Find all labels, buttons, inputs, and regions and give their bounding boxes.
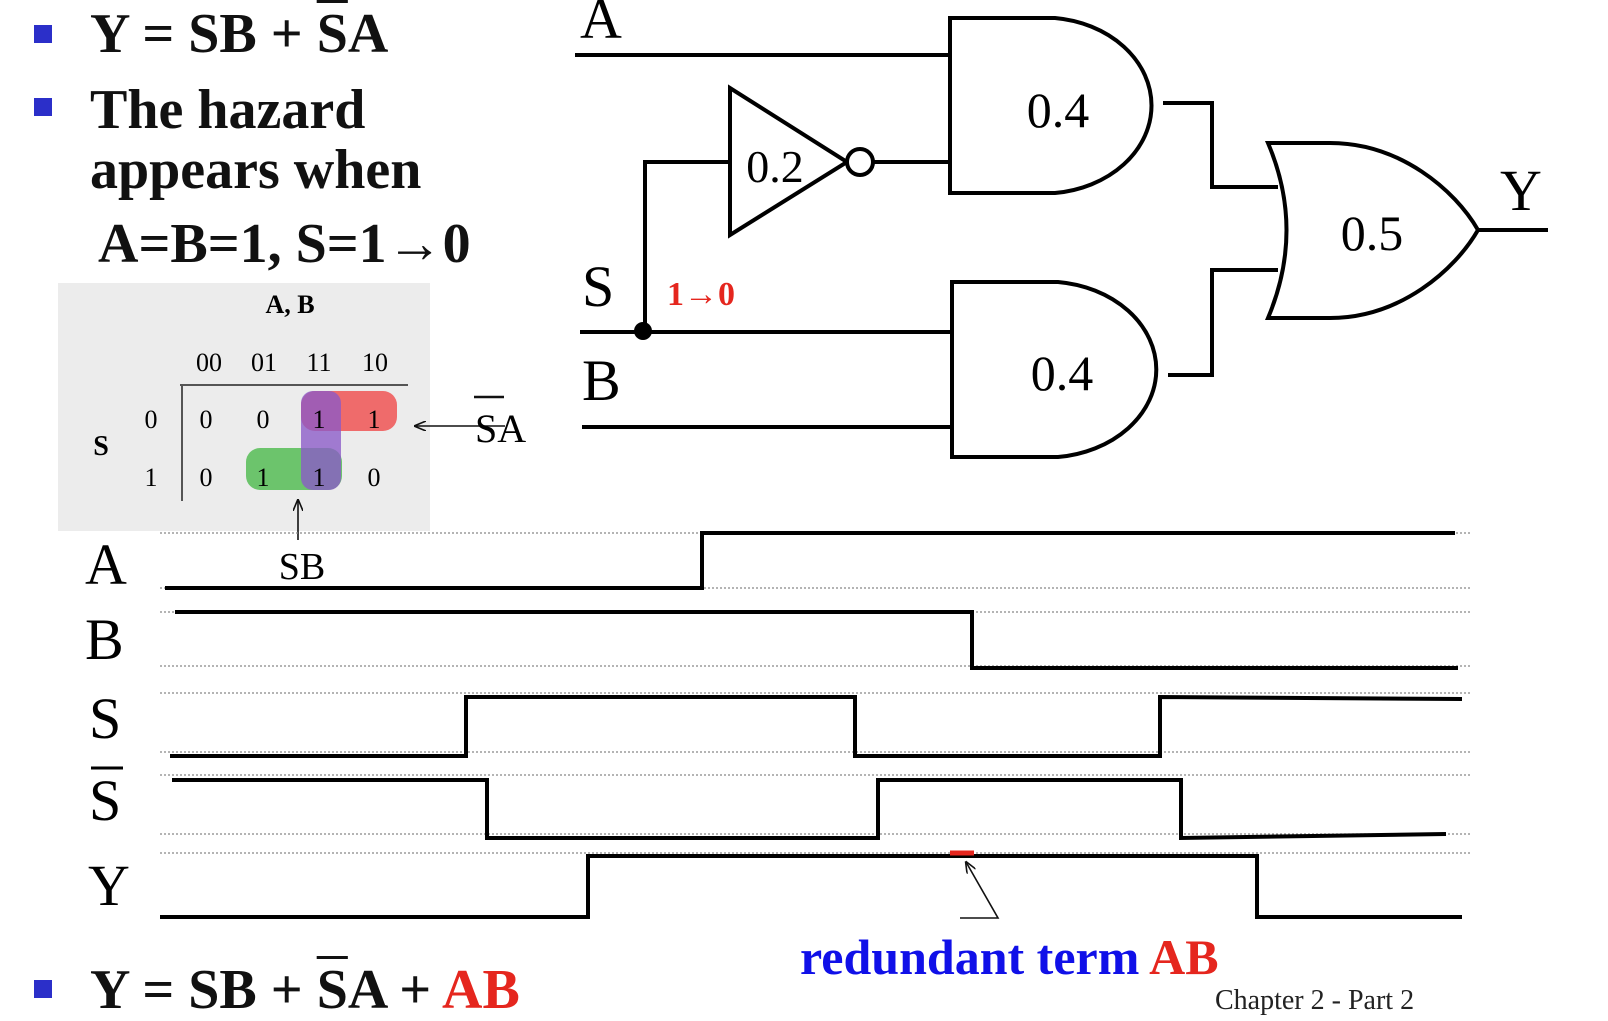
timing-label-b: B bbox=[85, 607, 124, 672]
and-gate-top-delay: 0.4 bbox=[1027, 82, 1090, 138]
timing-label-s-bar: S bbox=[89, 768, 121, 833]
equation-original-sbar: S bbox=[316, 3, 348, 65]
kmap-row-var: S bbox=[93, 431, 109, 462]
hazard-condition: A=B=1, S=1→0 bbox=[98, 213, 471, 275]
waveform-a bbox=[165, 531, 1455, 590]
junction-dot bbox=[634, 322, 652, 340]
not-gate bbox=[728, 84, 851, 239]
waveform-y bbox=[160, 854, 1462, 919]
kmap-title: A, B bbox=[265, 290, 314, 319]
kmap-cell: 0 bbox=[200, 463, 213, 492]
karnaugh-map-graphic: A, B 00 01 11 10 S 0 1 0 0 1 1 0 1 1 0 bbox=[93, 290, 408, 501]
bullet-marker bbox=[34, 25, 52, 43]
s-transition-label: 1→0 bbox=[667, 276, 735, 313]
kmap-group-ab bbox=[301, 391, 341, 490]
hazard-line-1: The hazard bbox=[90, 79, 366, 141]
kmap-sa-label: SA bbox=[475, 406, 526, 451]
kmap-cell: 1 bbox=[313, 463, 326, 492]
timing-label-s: S bbox=[89, 686, 121, 751]
kmap-cell: 1 bbox=[257, 463, 270, 492]
kmap-col-header: 01 bbox=[251, 348, 277, 377]
hazard-arrow bbox=[960, 862, 1000, 919]
circuit-input-a: A bbox=[580, 0, 622, 51]
waveform-b bbox=[175, 610, 1458, 670]
equation-original-prefix: Y = SB + bbox=[90, 3, 317, 65]
equation-original: Y = SB + SA bbox=[90, 6, 388, 62]
and-gate-top bbox=[948, 16, 1154, 195]
timing-label-a: A bbox=[85, 532, 127, 597]
footer-chapter: Chapter 2 - Part 2 bbox=[1215, 985, 1415, 1016]
redundant-term-annotation: redundant term AB bbox=[800, 929, 1219, 985]
kmap-sb-label: SB bbox=[279, 546, 325, 588]
not-gate-bubble bbox=[845, 147, 875, 177]
kmap-col-header: 10 bbox=[362, 348, 388, 377]
equation-consensus-sbar: S bbox=[316, 959, 348, 1021]
bullet-marker bbox=[34, 980, 52, 998]
kmap-col-header: 00 bbox=[196, 348, 222, 377]
kmap-col-header: 11 bbox=[306, 348, 331, 377]
circuit-wires bbox=[575, 53, 1548, 429]
kmap-cell: 0 bbox=[257, 405, 270, 434]
kmap-cell: 0 bbox=[368, 463, 381, 492]
equation-consensus-term: AB bbox=[442, 959, 520, 1021]
kmap-row-label: 0 bbox=[145, 405, 158, 434]
timing-guides bbox=[160, 532, 1470, 854]
circuit-output-y: Y bbox=[1500, 158, 1542, 223]
timing-label-y: Y bbox=[88, 853, 130, 918]
waveform-s bbox=[170, 694, 1463, 758]
circuit-input-b: B bbox=[582, 348, 621, 413]
hazard-line-2: appears when bbox=[90, 139, 422, 201]
and-gate-bottom-delay: 0.4 bbox=[1031, 345, 1094, 401]
and-gate-bottom bbox=[950, 280, 1159, 459]
timing-waveforms bbox=[160, 531, 1463, 919]
kmap-cell: 1 bbox=[368, 405, 381, 434]
karnaugh-map: A, B 00 01 11 10 S 0 1 0 0 1 1 0 1 1 0 bbox=[58, 283, 430, 531]
equation-consensus-suffix: A + bbox=[347, 959, 443, 1021]
or-gate-delay: 0.5 bbox=[1341, 205, 1404, 261]
kmap-cell: 1 bbox=[313, 405, 326, 434]
equation-consensus-prefix: Y = SB + bbox=[90, 959, 317, 1021]
kmap-row-label: 1 bbox=[145, 463, 158, 492]
equation-original-suffix: A bbox=[347, 3, 389, 65]
waveform-s-bar bbox=[172, 778, 1447, 841]
kmap-cell: 0 bbox=[200, 405, 213, 434]
not-gate-delay: 0.2 bbox=[746, 141, 804, 192]
or-gate bbox=[1264, 141, 1481, 320]
circuit-input-s: S bbox=[582, 254, 614, 319]
equation-with-consensus: Y = SB + SA + AB bbox=[90, 962, 520, 1018]
bullet-marker bbox=[34, 98, 52, 116]
